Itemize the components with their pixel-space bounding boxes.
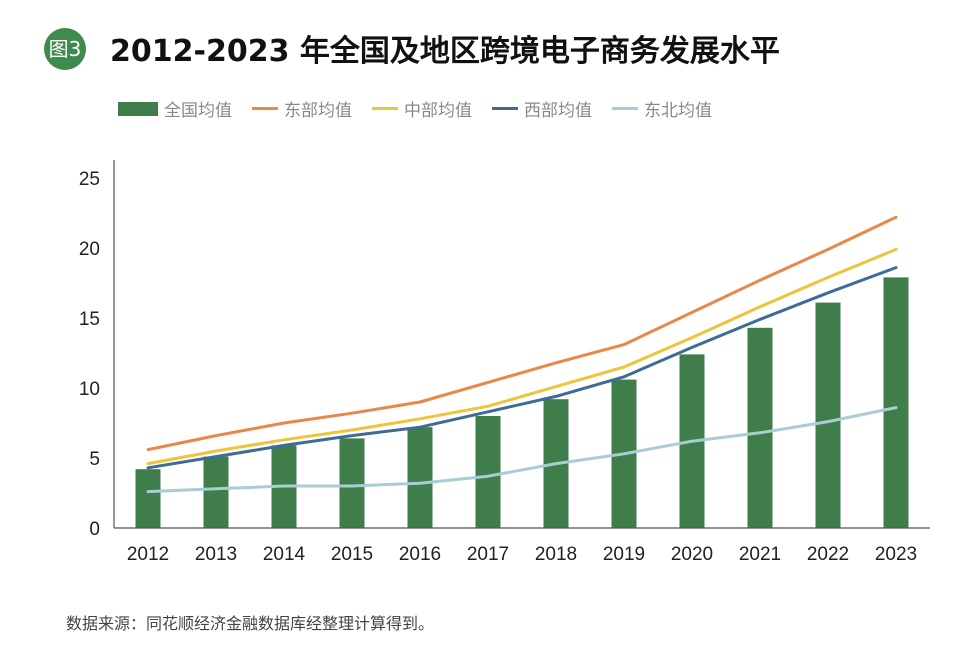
line-point-2 <box>759 306 761 308</box>
bar-national <box>475 416 501 528</box>
x-tick-label: 2016 <box>399 544 441 565</box>
line-point-3 <box>215 455 217 458</box>
y-tick-label: 25 <box>79 169 100 190</box>
y-tick-label: 10 <box>79 379 100 400</box>
bar-national <box>203 456 229 528</box>
legend-label-west: 西部均值 <box>524 101 592 121</box>
line-series-3 <box>146 266 898 470</box>
line-point-2 <box>827 276 829 279</box>
line-point-2 <box>691 336 693 339</box>
line-point-4 <box>215 488 217 490</box>
x-tick-label: 2019 <box>603 544 645 565</box>
line-point-3 <box>691 346 693 349</box>
line-point-2 <box>147 462 149 465</box>
line-point-4 <box>283 485 285 487</box>
line-point-3 <box>759 318 761 321</box>
line-point-2 <box>283 439 285 441</box>
legend-item-central: 中部均值 <box>372 96 472 121</box>
bar-national <box>815 302 841 528</box>
legend-swatch-national <box>118 101 158 116</box>
y-tick-label: 20 <box>79 239 100 260</box>
legend-label-central: 中部均值 <box>404 101 472 121</box>
legend: 全国均值 东部均值 中部均值 西部均值 东北均值 <box>118 96 732 121</box>
line-point-3 <box>895 266 897 269</box>
line-series-2 <box>146 247 898 466</box>
line-point-3 <box>283 444 285 447</box>
x-tick-label: 2013 <box>195 544 237 565</box>
bar-national <box>883 277 909 528</box>
legend-swatch-east <box>252 107 278 110</box>
line-point-4 <box>555 462 557 465</box>
legend-swatch-west <box>492 107 518 110</box>
line-point-2 <box>487 405 489 408</box>
x-tick-label: 2014 <box>263 544 306 565</box>
y-tick-label: 0 <box>89 519 100 540</box>
x-tick-label: 2021 <box>739 544 781 565</box>
line-point-4 <box>147 490 149 493</box>
line-point-1 <box>283 422 285 424</box>
legend-label-national: 全国均值 <box>164 101 232 121</box>
legend-item-east: 东部均值 <box>252 96 352 121</box>
line-point-1 <box>147 448 149 451</box>
y-tick-label: 15 <box>79 309 100 330</box>
line-series-1 <box>146 215 898 452</box>
line-point-4 <box>419 482 421 485</box>
x-tick-label: 2023 <box>875 544 917 565</box>
figure-badge: 图3 <box>44 28 86 70</box>
x-tick-label: 2015 <box>331 544 373 565</box>
bar-national <box>135 469 161 528</box>
line-point-2 <box>895 248 897 251</box>
line-point-1 <box>555 362 557 364</box>
line-point-3 <box>147 467 149 469</box>
x-tick-label: 2012 <box>127 544 169 565</box>
line-point-1 <box>215 434 217 437</box>
line-point-4 <box>759 432 761 434</box>
line-series-4 <box>146 406 898 494</box>
line-point-2 <box>215 450 217 452</box>
line-point-4 <box>827 420 829 423</box>
y-tick-label: 5 <box>89 449 100 470</box>
line-point-2 <box>623 366 625 368</box>
line-point-4 <box>487 475 489 478</box>
line-point-1 <box>419 401 421 403</box>
line-point-1 <box>487 381 489 384</box>
line-point-1 <box>895 216 897 218</box>
legend-label-northeast: 东北均值 <box>644 101 712 121</box>
line-point-3 <box>827 292 829 294</box>
x-tick-label: 2022 <box>807 544 849 565</box>
line-point-4 <box>691 440 693 443</box>
line-point-4 <box>623 453 625 455</box>
line-point-4 <box>895 406 897 409</box>
x-tick-label: 2020 <box>671 544 713 565</box>
bar-national <box>747 327 773 528</box>
line-point-4 <box>351 485 353 487</box>
source-note: 数据来源：同花顺经济金融数据库经整理计算得到。 <box>66 614 435 633</box>
line-point-1 <box>623 343 625 346</box>
chart-title: 2012-2023 年全国及地区跨境电子商务发展水平 <box>110 34 780 69</box>
legend-item-west: 西部均值 <box>492 96 592 121</box>
legend-swatch-northeast <box>612 107 638 110</box>
line-point-3 <box>419 426 421 429</box>
legend-swatch-central <box>372 107 398 110</box>
legend-item-national: 全国均值 <box>118 96 232 121</box>
legend-item-northeast: 东北均值 <box>612 96 712 121</box>
bar-national <box>407 427 433 528</box>
line-point-3 <box>623 376 625 378</box>
line-point-2 <box>351 429 353 431</box>
x-tick-label: 2017 <box>467 544 509 565</box>
line-point-1 <box>691 311 693 314</box>
line-point-1 <box>351 412 353 415</box>
x-tick-label: 2018 <box>535 544 577 565</box>
bar-national <box>339 438 365 528</box>
line-point-3 <box>351 434 353 437</box>
line-point-3 <box>555 395 557 398</box>
line-point-2 <box>419 418 421 420</box>
line-point-1 <box>759 279 761 282</box>
legend-label-east: 东部均值 <box>284 101 352 121</box>
line-point-2 <box>555 385 557 388</box>
line-point-1 <box>827 248 829 251</box>
line-point-3 <box>487 411 489 413</box>
